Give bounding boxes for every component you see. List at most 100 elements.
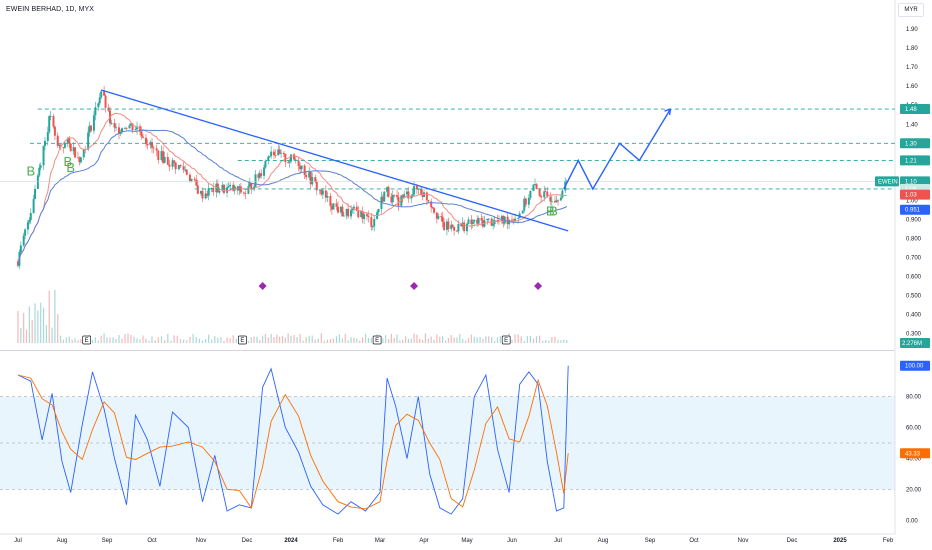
volume-bar [37,310,39,343]
buy-signal-marker: B [546,204,555,219]
volume-bar [350,337,352,343]
volume-bar [136,338,138,343]
volume-bar [201,340,204,343]
osc-tag: 100.00 [905,364,924,370]
price-tag: 1.03 [905,193,917,199]
candle-body [258,173,261,178]
candle-body [168,164,171,167]
volume-bar [183,339,185,343]
volume-bar [170,340,172,343]
candle-body [538,188,541,196]
volume-bar [450,334,452,343]
volume-bar [416,334,418,343]
candle-body [128,125,131,129]
candle-body [550,201,553,202]
candle-body [267,156,270,161]
candle-body [332,203,335,210]
candle-body [441,216,444,223]
price-tag-bg [900,138,930,149]
volume-bar [485,336,487,343]
volume-bar [151,336,153,343]
time-tick-label: Jul [554,538,562,544]
candle-body [396,195,399,197]
candle-body [476,219,479,224]
volume-bar [68,336,70,343]
volume-bar [523,340,525,343]
candle-body [457,223,460,232]
time-tick-label: Feb [333,538,344,544]
volume-bar [296,336,298,343]
candle-body [517,218,520,219]
volume-bar [167,333,169,343]
candle-body [427,200,430,202]
volume-bar [25,329,28,343]
candle-body [232,184,235,191]
candle-body [280,152,283,154]
volume-bar [192,334,194,343]
volume-bar [442,336,444,343]
candle-body [403,194,406,198]
candle-body [451,224,454,227]
candle-body [185,169,188,175]
volume-bar [223,340,225,343]
candle-body [549,196,552,202]
signal-diamond [410,282,419,291]
candle-body [480,218,483,221]
candle-body [242,192,245,194]
volume-bar [402,339,404,343]
volume-bar [464,340,467,343]
candle-body [272,151,275,156]
volume-bar [91,339,94,343]
candle-body [514,218,517,222]
candle-body [278,149,281,154]
time-tick-label: Jul [14,538,22,544]
candle-body [506,216,509,225]
candle-body [177,164,180,170]
candle-body [193,178,196,180]
osc-tag: 43.33 [905,451,921,457]
candle-body [200,190,202,194]
candle-body [500,215,503,221]
candle-body [94,107,97,116]
earnings-marker [82,335,92,345]
volume-bar [410,338,412,343]
volume-bar [299,333,301,343]
candle-body [383,191,386,202]
candle-body [521,210,524,214]
volume-bar [250,337,252,343]
time-tick-label: Aug [57,538,68,544]
osc-tick-label: 20.00 [906,487,922,493]
volume-bar [424,333,427,343]
volume-bar [364,333,367,343]
symbol-tag: EWEIN [878,179,898,185]
candle-body [78,157,81,163]
candle-body [565,181,568,183]
volume-bar [211,339,213,343]
buy-signal-marker: B [549,204,558,219]
volume-bar [148,340,150,343]
candle-body [347,208,350,217]
volume-bar [115,338,117,343]
candle-body [66,138,69,143]
candle-body [386,187,389,192]
volume-bar [314,339,316,343]
candle-body [166,157,169,165]
earnings-marker-label: E [240,338,244,344]
candle-body [455,230,458,232]
volume-bar [124,334,126,343]
currency-button[interactable]: MYR [898,3,924,17]
volume-bar [229,338,231,343]
price-tag-bg [900,155,930,166]
candle-body [221,184,224,191]
time-tick-label: Oct [689,538,699,544]
volume-bar [491,337,493,343]
volume-bar [476,337,478,343]
time-tick-label: Sep [645,538,656,544]
volume-bar [281,335,284,343]
trendline [101,89,569,232]
candle-body [90,125,93,131]
volume-bar [176,335,178,343]
volume-bar [362,337,364,343]
candle-body [363,214,366,219]
